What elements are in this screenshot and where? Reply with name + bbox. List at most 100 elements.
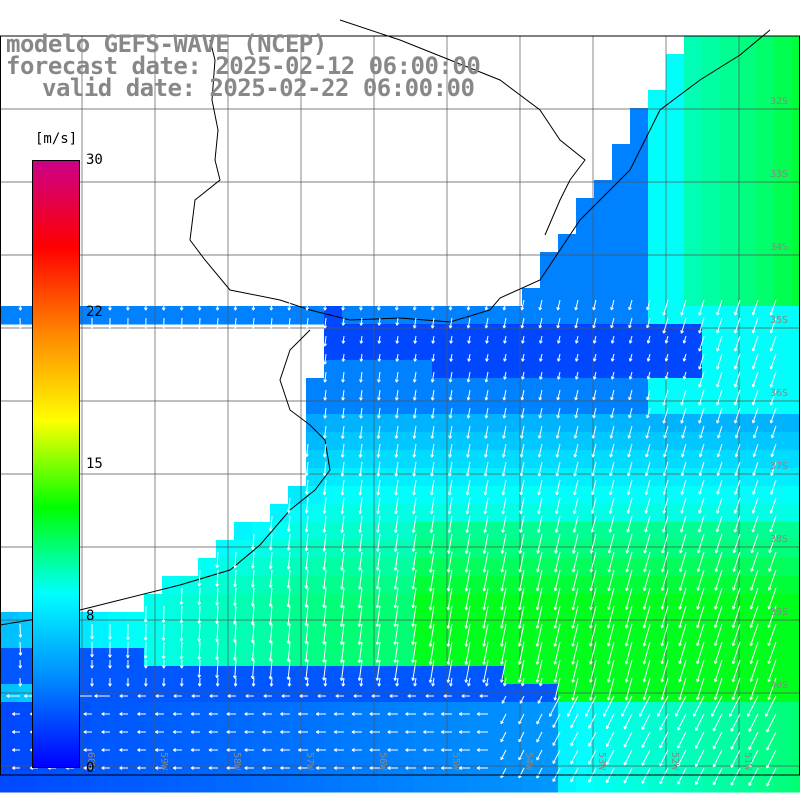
wind-arrow (641, 767, 651, 784)
wind-arrow (537, 443, 543, 458)
wind-speed-cell (504, 648, 523, 667)
wind-speed-cell (540, 450, 559, 469)
wind-arrow (664, 371, 669, 380)
wind-speed-cell (252, 756, 271, 775)
wind-speed-cell (684, 144, 703, 163)
wind-speed-cell (792, 324, 800, 343)
wind-arrow (752, 479, 759, 495)
wind-speed-cell (378, 558, 397, 577)
wind-speed-cell (432, 540, 451, 559)
wind-arrow (447, 497, 453, 515)
wind-speed-cell (288, 486, 307, 505)
wind-arrow (286, 551, 291, 570)
wind-arrow (752, 461, 759, 476)
wind-speed-cell (756, 432, 775, 451)
wind-speed-cell (792, 360, 800, 379)
wind-speed-cell (702, 666, 721, 685)
wind-speed-cell (306, 432, 325, 451)
wind-arrow (83, 712, 92, 716)
wind-arrow (592, 335, 597, 344)
wind-speed-cell (414, 378, 433, 397)
wind-speed-cell (414, 576, 433, 595)
wind-speed-cell (414, 558, 433, 577)
wind-arrow (731, 605, 741, 629)
wind-arrow (608, 497, 615, 514)
wind-arrow (610, 317, 615, 329)
wind-arrow (750, 551, 759, 572)
wind-speed-cell (738, 288, 757, 307)
wind-speed-cell (576, 486, 595, 505)
wind-speed-cell (324, 342, 343, 361)
wind-arrow (662, 389, 669, 406)
wind-speed-cell (630, 198, 649, 217)
wind-arrow (376, 533, 381, 552)
wind-speed-cell (126, 702, 145, 721)
wind-speed-cell (756, 324, 775, 343)
wind-arrow (339, 605, 345, 627)
wind-arrow (748, 749, 759, 769)
wind-arrow (101, 712, 110, 716)
wind-arrow (623, 731, 633, 748)
wind-arrow (298, 730, 308, 734)
wind-speed-cell (720, 432, 739, 451)
wind-speed-cell (522, 540, 541, 559)
wind-speed-cell (702, 162, 721, 181)
wind-speed-cell (486, 378, 505, 397)
wind-speed-cell (216, 576, 235, 595)
wind-speed-cell (540, 486, 559, 505)
wind-speed-cell (432, 378, 451, 397)
wind-arrow (395, 677, 399, 687)
wind-arrow (503, 353, 507, 362)
wind-speed-cell (396, 648, 415, 667)
wind-arrow (251, 677, 256, 687)
wind-speed-cell (0, 612, 19, 631)
wind-arrow (143, 605, 148, 623)
wind-speed-cell (684, 522, 703, 541)
wind-speed-cell (648, 252, 667, 271)
wind-speed-cell (558, 522, 577, 541)
wind-speed-cell (108, 666, 127, 685)
wind-arrow (268, 641, 273, 662)
wind-arrow (339, 641, 345, 663)
wind-arrow (484, 443, 489, 458)
wind-arrow (280, 766, 290, 770)
wind-speed-cell (378, 324, 397, 343)
wind-speed-cell (108, 720, 127, 739)
wind-arrow (682, 353, 687, 362)
wind-speed-cell (468, 360, 487, 379)
wind-arrow (94, 694, 110, 698)
wind-speed-cell (558, 432, 577, 451)
wind-arrow (429, 497, 435, 515)
wind-arrow (333, 730, 344, 734)
wind-arrow (539, 353, 543, 362)
wind-speed-cell (774, 522, 793, 541)
wind-arrow (730, 749, 741, 768)
wind-arrow (769, 389, 777, 406)
wind-arrow (694, 767, 705, 785)
wind-arrow (571, 587, 579, 611)
wind-arrow (766, 767, 777, 787)
longitude-label: 54W (523, 752, 534, 771)
wind-speed-cell (522, 522, 541, 541)
wind-speed-cell (144, 702, 163, 721)
wind-arrow (536, 533, 543, 554)
wind-speed-cell (774, 288, 793, 307)
wind-arrow (376, 515, 381, 534)
wind-arrow (395, 335, 400, 344)
wind-arrow (571, 659, 579, 683)
wind-speed-cell (558, 270, 577, 289)
wind-arrow (713, 623, 723, 647)
wind-speed-cell (342, 432, 361, 451)
wind-speed-cell (648, 396, 667, 415)
wind-speed-cell (234, 666, 253, 685)
wind-speed-cell (684, 90, 703, 109)
wind-arrow (484, 317, 489, 329)
wind-speed-cell (648, 324, 667, 343)
wind-arrow (609, 443, 615, 458)
wind-speed-cell (540, 252, 559, 271)
wind-arrow (286, 515, 291, 532)
wind-arrow (233, 569, 237, 588)
wind-speed-cell (486, 738, 505, 757)
wind-arrow (323, 389, 327, 401)
wind-speed-cell (630, 738, 649, 757)
